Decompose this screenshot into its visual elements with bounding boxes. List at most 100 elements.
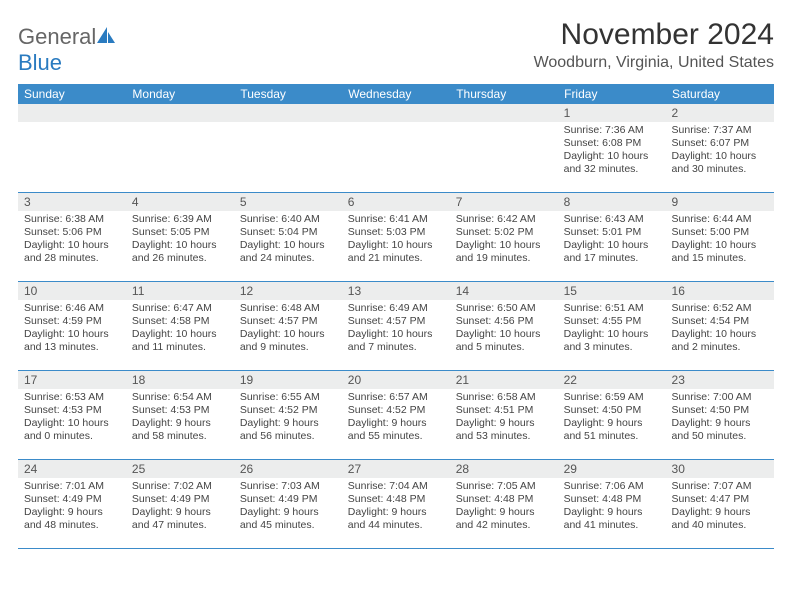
day-number: 2 bbox=[666, 104, 774, 122]
day-number: 25 bbox=[126, 460, 234, 478]
day-number: 7 bbox=[450, 193, 558, 211]
day-number: 15 bbox=[558, 282, 666, 300]
day-details: Sunrise: 7:04 AMSunset: 4:48 PMDaylight:… bbox=[342, 478, 450, 535]
calendar-cell: 2Sunrise: 7:37 AMSunset: 6:07 PMDaylight… bbox=[666, 104, 774, 193]
day-number: 3 bbox=[18, 193, 126, 211]
calendar-week-row: 1Sunrise: 7:36 AMSunset: 6:08 PMDaylight… bbox=[18, 104, 774, 193]
calendar-cell: 26Sunrise: 7:03 AMSunset: 4:49 PMDayligh… bbox=[234, 460, 342, 549]
calendar-cell: 6Sunrise: 6:41 AMSunset: 5:03 PMDaylight… bbox=[342, 193, 450, 282]
calendar-cell: 9Sunrise: 6:44 AMSunset: 5:00 PMDaylight… bbox=[666, 193, 774, 282]
dayname-header: Tuesday bbox=[234, 84, 342, 104]
day-details: Sunrise: 6:52 AMSunset: 4:54 PMDaylight:… bbox=[666, 300, 774, 357]
day-details: Sunrise: 6:47 AMSunset: 4:58 PMDaylight:… bbox=[126, 300, 234, 357]
calendar-cell: 7Sunrise: 6:42 AMSunset: 5:02 PMDaylight… bbox=[450, 193, 558, 282]
day-details: Sunrise: 6:57 AMSunset: 4:52 PMDaylight:… bbox=[342, 389, 450, 446]
day-details: Sunrise: 7:36 AMSunset: 6:08 PMDaylight:… bbox=[558, 122, 666, 179]
day-details: Sunrise: 6:46 AMSunset: 4:59 PMDaylight:… bbox=[18, 300, 126, 357]
location-text: Woodburn, Virginia, United States bbox=[534, 54, 774, 72]
day-number: 18 bbox=[126, 371, 234, 389]
calendar-cell: 12Sunrise: 6:48 AMSunset: 4:57 PMDayligh… bbox=[234, 282, 342, 371]
day-details: Sunrise: 6:39 AMSunset: 5:05 PMDaylight:… bbox=[126, 211, 234, 268]
day-number: 27 bbox=[342, 460, 450, 478]
logo-word-1: General bbox=[18, 24, 96, 49]
day-number: 10 bbox=[18, 282, 126, 300]
day-details: Sunrise: 7:03 AMSunset: 4:49 PMDaylight:… bbox=[234, 478, 342, 535]
logo-text: General Blue bbox=[18, 24, 116, 76]
calendar-cell: 21Sunrise: 6:58 AMSunset: 4:51 PMDayligh… bbox=[450, 371, 558, 460]
day-number: 22 bbox=[558, 371, 666, 389]
header-bar: General Blue November 2024 Woodburn, Vir… bbox=[18, 18, 774, 76]
sail-icon bbox=[96, 26, 116, 44]
calendar-cell bbox=[234, 104, 342, 193]
empty-day-header bbox=[126, 104, 234, 122]
day-number: 29 bbox=[558, 460, 666, 478]
day-details: Sunrise: 7:06 AMSunset: 4:48 PMDaylight:… bbox=[558, 478, 666, 535]
calendar-week-row: 24Sunrise: 7:01 AMSunset: 4:49 PMDayligh… bbox=[18, 460, 774, 549]
day-details: Sunrise: 6:55 AMSunset: 4:52 PMDaylight:… bbox=[234, 389, 342, 446]
calendar-cell: 3Sunrise: 6:38 AMSunset: 5:06 PMDaylight… bbox=[18, 193, 126, 282]
day-number: 4 bbox=[126, 193, 234, 211]
day-number: 5 bbox=[234, 193, 342, 211]
day-details: Sunrise: 6:43 AMSunset: 5:01 PMDaylight:… bbox=[558, 211, 666, 268]
day-details: Sunrise: 6:50 AMSunset: 4:56 PMDaylight:… bbox=[450, 300, 558, 357]
day-number: 1 bbox=[558, 104, 666, 122]
calendar-cell: 24Sunrise: 7:01 AMSunset: 4:49 PMDayligh… bbox=[18, 460, 126, 549]
day-number: 21 bbox=[450, 371, 558, 389]
calendar-cell: 17Sunrise: 6:53 AMSunset: 4:53 PMDayligh… bbox=[18, 371, 126, 460]
day-details: Sunrise: 6:42 AMSunset: 5:02 PMDaylight:… bbox=[450, 211, 558, 268]
calendar-cell: 10Sunrise: 6:46 AMSunset: 4:59 PMDayligh… bbox=[18, 282, 126, 371]
calendar-body: 1Sunrise: 7:36 AMSunset: 6:08 PMDaylight… bbox=[18, 104, 774, 549]
title-block: November 2024 Woodburn, Virginia, United… bbox=[534, 18, 774, 72]
dayname-header: Thursday bbox=[450, 84, 558, 104]
day-details: Sunrise: 7:01 AMSunset: 4:49 PMDaylight:… bbox=[18, 478, 126, 535]
calendar-cell: 15Sunrise: 6:51 AMSunset: 4:55 PMDayligh… bbox=[558, 282, 666, 371]
day-number: 19 bbox=[234, 371, 342, 389]
day-details: Sunrise: 6:48 AMSunset: 4:57 PMDaylight:… bbox=[234, 300, 342, 357]
logo-word-2: Blue bbox=[18, 50, 62, 75]
day-number: 9 bbox=[666, 193, 774, 211]
calendar-cell: 8Sunrise: 6:43 AMSunset: 5:01 PMDaylight… bbox=[558, 193, 666, 282]
calendar-cell: 5Sunrise: 6:40 AMSunset: 5:04 PMDaylight… bbox=[234, 193, 342, 282]
calendar-week-row: 10Sunrise: 6:46 AMSunset: 4:59 PMDayligh… bbox=[18, 282, 774, 371]
calendar-cell: 23Sunrise: 7:00 AMSunset: 4:50 PMDayligh… bbox=[666, 371, 774, 460]
day-details: Sunrise: 6:54 AMSunset: 4:53 PMDaylight:… bbox=[126, 389, 234, 446]
calendar-cell bbox=[126, 104, 234, 193]
calendar-cell: 11Sunrise: 6:47 AMSunset: 4:58 PMDayligh… bbox=[126, 282, 234, 371]
day-details: Sunrise: 6:51 AMSunset: 4:55 PMDaylight:… bbox=[558, 300, 666, 357]
calendar-cell bbox=[342, 104, 450, 193]
day-details: Sunrise: 6:59 AMSunset: 4:50 PMDaylight:… bbox=[558, 389, 666, 446]
day-details: Sunrise: 7:37 AMSunset: 6:07 PMDaylight:… bbox=[666, 122, 774, 179]
day-details: Sunrise: 6:58 AMSunset: 4:51 PMDaylight:… bbox=[450, 389, 558, 446]
calendar-cell: 19Sunrise: 6:55 AMSunset: 4:52 PMDayligh… bbox=[234, 371, 342, 460]
day-number: 20 bbox=[342, 371, 450, 389]
calendar-cell: 27Sunrise: 7:04 AMSunset: 4:48 PMDayligh… bbox=[342, 460, 450, 549]
dayname-header: Saturday bbox=[666, 84, 774, 104]
calendar-cell: 28Sunrise: 7:05 AMSunset: 4:48 PMDayligh… bbox=[450, 460, 558, 549]
calendar-cell: 25Sunrise: 7:02 AMSunset: 4:49 PMDayligh… bbox=[126, 460, 234, 549]
day-number: 26 bbox=[234, 460, 342, 478]
day-number: 30 bbox=[666, 460, 774, 478]
day-number: 6 bbox=[342, 193, 450, 211]
calendar-cell: 30Sunrise: 7:07 AMSunset: 4:47 PMDayligh… bbox=[666, 460, 774, 549]
day-number: 13 bbox=[342, 282, 450, 300]
day-details: Sunrise: 7:00 AMSunset: 4:50 PMDaylight:… bbox=[666, 389, 774, 446]
day-details: Sunrise: 6:49 AMSunset: 4:57 PMDaylight:… bbox=[342, 300, 450, 357]
calendar-cell bbox=[18, 104, 126, 193]
day-number: 28 bbox=[450, 460, 558, 478]
day-details: Sunrise: 6:40 AMSunset: 5:04 PMDaylight:… bbox=[234, 211, 342, 268]
day-details: Sunrise: 6:41 AMSunset: 5:03 PMDaylight:… bbox=[342, 211, 450, 268]
calendar-page: General Blue November 2024 Woodburn, Vir… bbox=[0, 0, 792, 549]
day-number: 23 bbox=[666, 371, 774, 389]
calendar-cell: 18Sunrise: 6:54 AMSunset: 4:53 PMDayligh… bbox=[126, 371, 234, 460]
day-details: Sunrise: 6:53 AMSunset: 4:53 PMDaylight:… bbox=[18, 389, 126, 446]
empty-day-header bbox=[450, 104, 558, 122]
day-details: Sunrise: 7:02 AMSunset: 4:49 PMDaylight:… bbox=[126, 478, 234, 535]
day-number: 12 bbox=[234, 282, 342, 300]
day-number: 17 bbox=[18, 371, 126, 389]
day-details: Sunrise: 6:44 AMSunset: 5:00 PMDaylight:… bbox=[666, 211, 774, 268]
day-details: Sunrise: 6:38 AMSunset: 5:06 PMDaylight:… bbox=[18, 211, 126, 268]
calendar-table: SundayMondayTuesdayWednesdayThursdayFrid… bbox=[18, 84, 774, 549]
calendar-cell: 22Sunrise: 6:59 AMSunset: 4:50 PMDayligh… bbox=[558, 371, 666, 460]
calendar-week-row: 3Sunrise: 6:38 AMSunset: 5:06 PMDaylight… bbox=[18, 193, 774, 282]
empty-day-header bbox=[234, 104, 342, 122]
